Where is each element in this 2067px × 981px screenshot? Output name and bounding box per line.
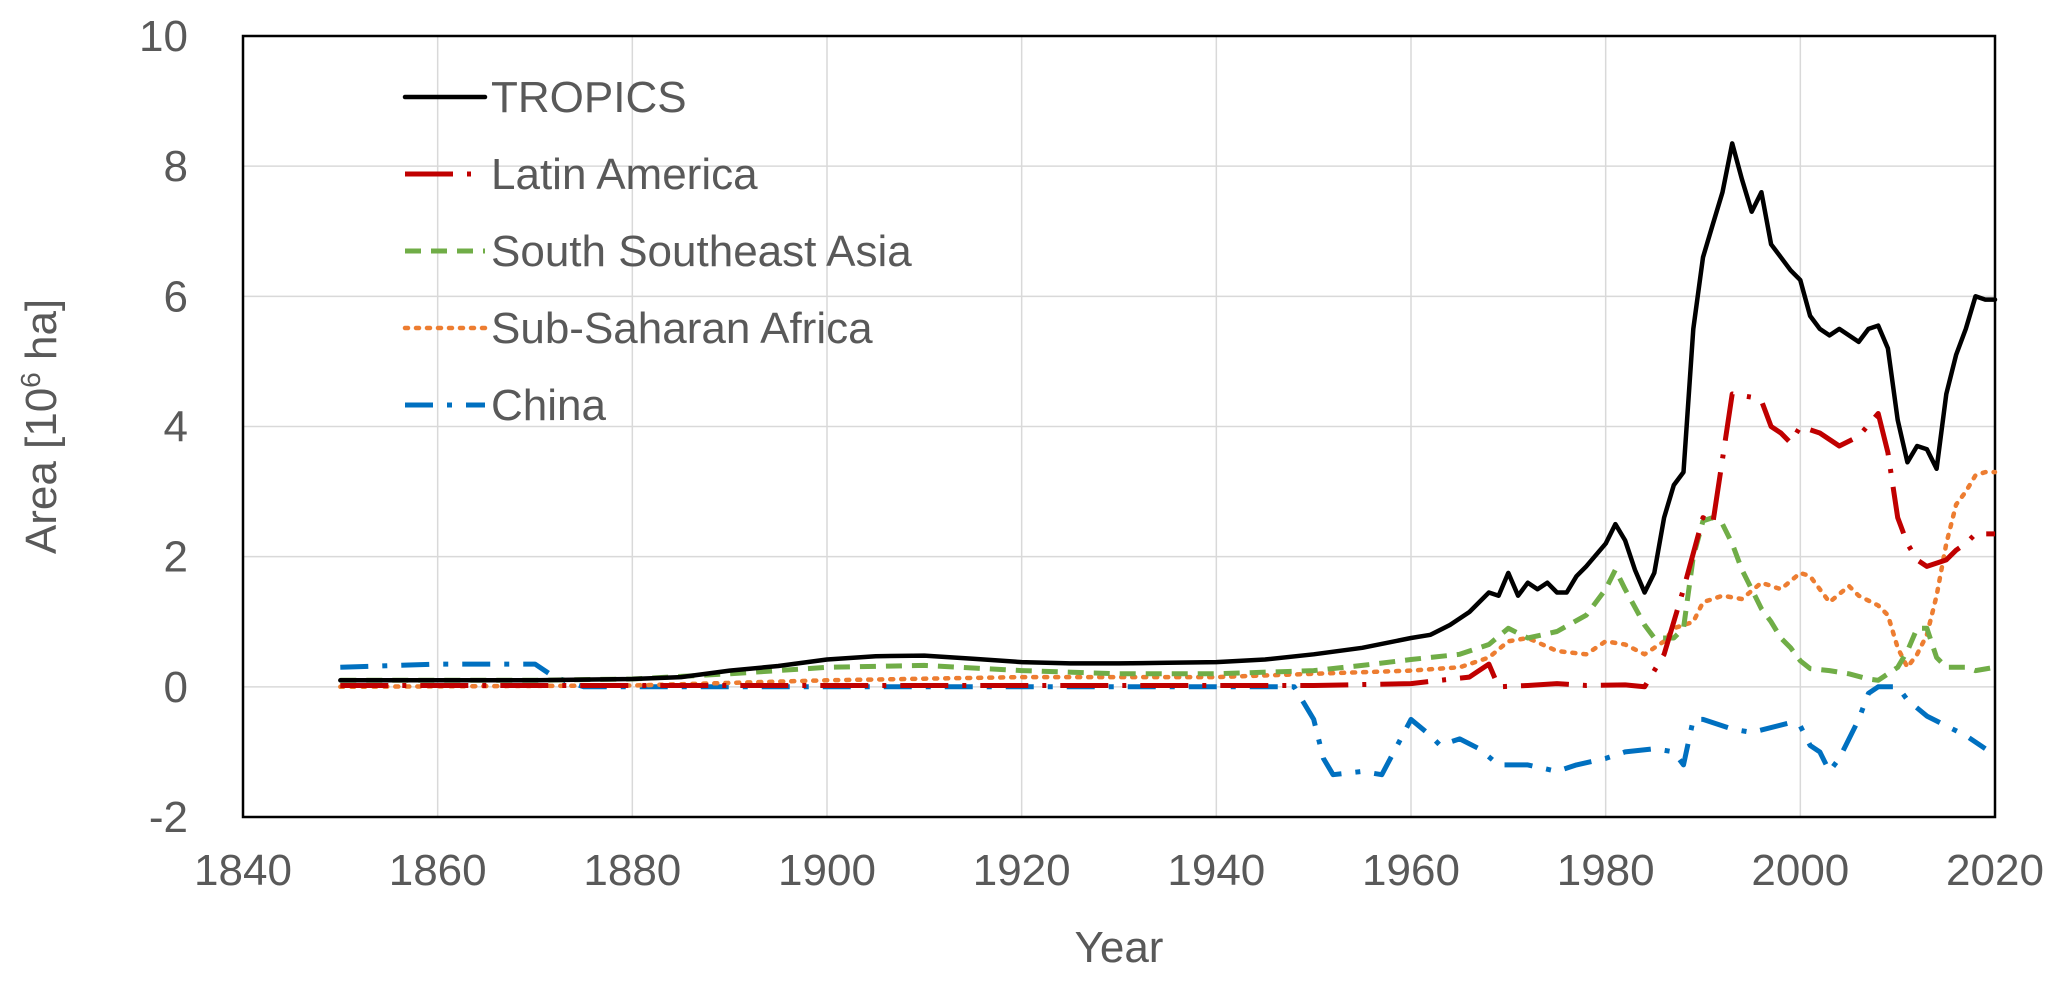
legend-label: Sub-Saharan Africa xyxy=(491,304,873,353)
series-line-latin-america xyxy=(340,391,1995,690)
y-tick-label: -2 xyxy=(149,793,188,842)
x-axis-ticks: 1840 1860 1880 1900 1920 1940 1960 1980 2000 2020 xyxy=(194,846,2044,895)
x-tick-label: 1840 xyxy=(194,846,292,895)
series-line-sub-saharan-africa xyxy=(338,469,1998,690)
x-tick-label: 1860 xyxy=(389,846,487,895)
series-line-china xyxy=(340,661,1987,778)
legend: TROPICS Latin America South Southeast Asia… xyxy=(402,73,912,430)
y-tick-label: 8 xyxy=(164,142,188,191)
x-tick-label: 1980 xyxy=(1557,846,1655,895)
legend-label: South Southeast Asia xyxy=(491,227,912,276)
x-tick-label: 1880 xyxy=(583,846,681,895)
series-line-south-southeast-asia xyxy=(340,515,1996,683)
x-tick-label: 1960 xyxy=(1362,846,1460,895)
series-lines xyxy=(338,141,1998,778)
y-tick-label: 0 xyxy=(164,663,188,712)
x-tick-label: 1900 xyxy=(778,846,876,895)
y-tick-label: 4 xyxy=(164,403,188,452)
y-tick-label: 10 xyxy=(139,12,188,61)
series-line-tropics xyxy=(338,141,1998,683)
x-axis-title: Year xyxy=(1075,923,1164,972)
plot-area xyxy=(241,34,1997,819)
gridlines xyxy=(242,35,1996,818)
x-tick-label: 2000 xyxy=(1751,846,1849,895)
legend-label: TROPICS xyxy=(491,73,687,122)
y-axis-title-main: Area [10 xyxy=(17,388,66,554)
y-tick-label: 6 xyxy=(164,272,188,321)
x-tick-label: 1940 xyxy=(1167,846,1265,895)
y-axis-title-superscript: 6 xyxy=(15,372,46,388)
x-tick-label: 2020 xyxy=(1946,846,2044,895)
legend-label: China xyxy=(491,381,606,430)
y-tick-label: 2 xyxy=(164,533,188,582)
y-axis-title-end: ha] xyxy=(17,299,66,372)
y-axis-title: Area [106 ha] xyxy=(15,299,66,554)
legend-label: Latin America xyxy=(491,150,758,199)
x-tick-label: 1920 xyxy=(973,846,1071,895)
y-axis-ticks: -2 0 2 4 6 8 10 xyxy=(139,12,188,842)
